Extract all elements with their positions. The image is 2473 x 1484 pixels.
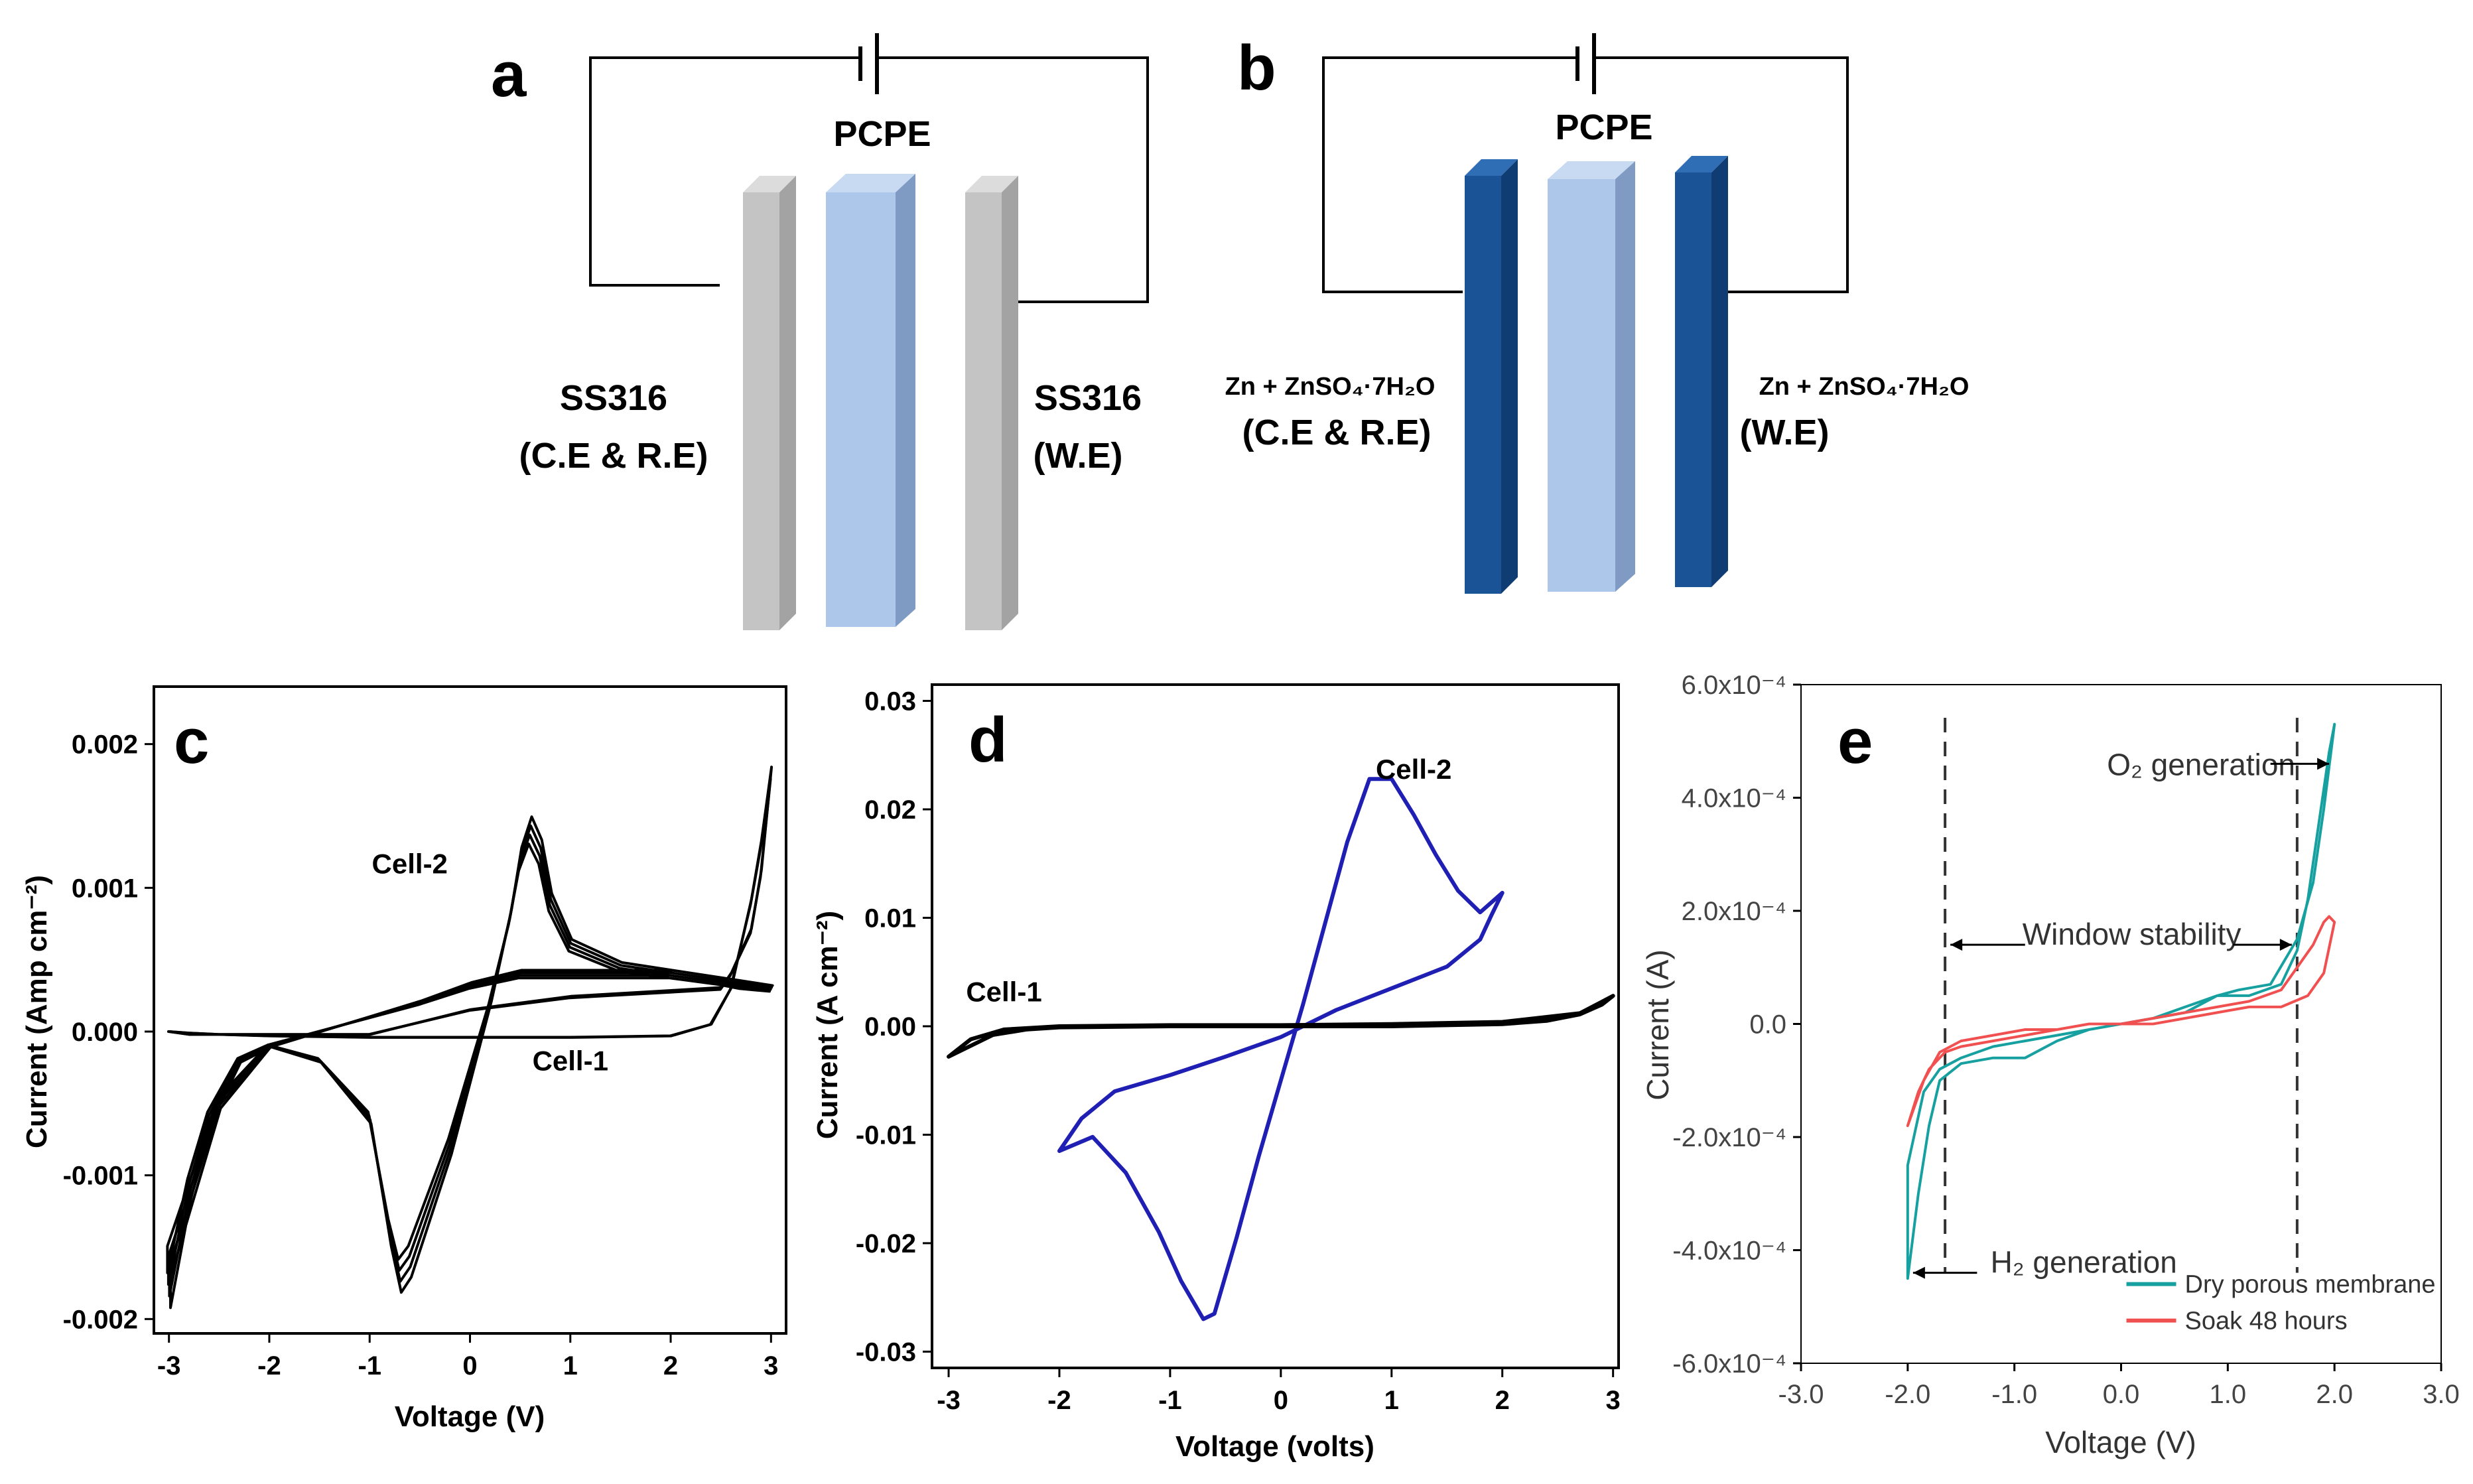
series-line-cell-2: [169, 815, 774, 1310]
y-tick-label: -0.001: [63, 1162, 138, 1191]
x-tick-label: -2: [1047, 1386, 1071, 1415]
x-tick-label: 2: [1495, 1386, 1510, 1415]
panel-a-schematic: a PCPE SS316 (C.E & R.E) SS316 (W.E): [491, 33, 1149, 630]
legend-entry: Dry porous membrane: [2185, 1271, 2436, 1299]
annotation-label: Cell-2: [1376, 754, 1451, 785]
annotation-label: O₂ generation: [2107, 747, 2295, 781]
y-tick-label: 0.01: [864, 904, 916, 933]
window-left-arrow-head: [1950, 939, 1963, 951]
panel-a-right-electrode: [965, 176, 1018, 630]
panel-a-wire-left: [589, 56, 859, 287]
panel-b-left-electrode: [1465, 159, 1518, 594]
annotation-label: Cell-1: [533, 1046, 608, 1077]
y-tick-label: 0.002: [72, 730, 138, 760]
chart-c: -3 -2 -1 0 1 2 3 -0.002 -0.001 0.000 0.001 0.002 Vol…: [21, 685, 787, 1433]
x-tick-label: -3: [937, 1386, 961, 1415]
chart-e: -3.0 -2.0 -1.0 0.0 1.0 2.0 3.0 -6.0x10⁻⁴ -4.0x10…: [1640, 671, 2460, 1459]
chart-d: -3 -2 -1 0 1 2 3 -0.03 -0.02 -0.01 0.00 0.01 0.02 0.0…: [811, 683, 1621, 1463]
series-line-cell-1: [168, 766, 773, 1039]
series-line-cell-1: [947, 994, 1615, 1059]
y-tick-label: 0.000: [72, 1018, 138, 1047]
panel-b-letter: b: [1237, 33, 1276, 103]
panel-b-right-electrode: [1675, 156, 1728, 587]
y-axis-label: Current (A cm⁻²): [811, 911, 844, 1139]
annotation-label: Cell-2: [372, 848, 448, 880]
series-line-dry-porous-membrane: [1906, 722, 2336, 1280]
y-tick-label: -2.0x10⁻⁴: [1672, 1123, 1786, 1152]
panel-letter: e: [1838, 706, 1873, 777]
panel-b-left-label-2: (C.E & R.E): [1242, 413, 1431, 452]
x-tick-label: 1: [563, 1351, 578, 1381]
x-tick-label: 2.0: [2316, 1380, 2353, 1409]
panel-letter: c: [174, 706, 209, 777]
y-tick-label: 2.0x10⁻⁴: [1682, 897, 1786, 926]
panel-a-left-label-2: (C.E & R.E): [519, 436, 708, 476]
panel-b-right-label-1: Zn + ZnSO₄·7H₂O: [1759, 373, 1970, 401]
x-tick-label: -2.0: [1885, 1380, 1930, 1409]
series-line-cell-1: [167, 777, 772, 1039]
panel-letter: d: [969, 705, 1008, 776]
y-axis-label: Current (Amp cm⁻²): [21, 875, 53, 1148]
x-axis-label: Voltage (V): [395, 1400, 545, 1433]
y-tick-label: -0.03: [856, 1337, 916, 1367]
y-tick-label: 0.001: [72, 874, 138, 903]
y-tick-label: 4.0x10⁻⁴: [1682, 784, 1786, 813]
y-tick-label: -0.01: [856, 1120, 916, 1150]
y-tick-label: 0.03: [864, 687, 916, 716]
y-tick-label: -4.0x10⁻⁴: [1672, 1237, 1786, 1266]
y-tick-label: 6.0x10⁻⁴: [1682, 671, 1786, 700]
y-tick-label: -6.0x10⁻⁴: [1672, 1349, 1786, 1379]
legend-entry: Soak 48 hours: [2185, 1308, 2348, 1335]
series-line-soak-48-hours: [1906, 915, 2336, 1127]
panel-a-wire-right: [879, 56, 1149, 303]
panel-a-electrolyte: [826, 174, 915, 627]
x-tick-label: -1: [358, 1351, 381, 1381]
x-tick-label: 1: [1384, 1386, 1399, 1415]
window-right-arrow-head: [2279, 939, 2292, 951]
o2-arrow-head: [2317, 758, 2330, 770]
x-axis-label: Voltage (volts): [1175, 1430, 1374, 1463]
panel-b-electrolyte: [1548, 161, 1635, 592]
h2-arrow-head: [1912, 1266, 1925, 1279]
panel-a-right-label-2: (W.E): [1034, 436, 1123, 476]
x-tick-label: 0: [1274, 1386, 1288, 1415]
x-tick-label: 2: [663, 1351, 678, 1381]
panel-a-right-label-1: SS316: [1034, 378, 1142, 418]
x-tick-label: 0.0: [2103, 1380, 2140, 1409]
annotation-label: Cell-1: [966, 976, 1041, 1007]
panel-a-left-electrode: [743, 176, 796, 630]
x-tick-label: 3.0: [2423, 1380, 2460, 1409]
x-axis-label: Voltage (V): [2045, 1425, 2196, 1459]
panel-b-wire-right: [1595, 56, 1849, 293]
y-tick-label: -0.002: [63, 1305, 138, 1334]
panel-b-wire-left: [1322, 56, 1575, 293]
y-tick-label: 0.00: [864, 1012, 916, 1042]
y-axis-label: Current (A): [1640, 949, 1675, 1100]
x-tick-label: 0: [462, 1351, 477, 1381]
y-tick-label: -0.02: [856, 1229, 916, 1258]
series-line-cell-2: [1057, 777, 1504, 1321]
x-tick-label: 3: [764, 1351, 778, 1381]
panel-a-left-label-1: SS316: [560, 378, 667, 418]
x-tick-label: -2: [257, 1351, 281, 1381]
x-tick-label: -3: [157, 1351, 181, 1381]
y-tick-label: 0.02: [864, 795, 916, 825]
x-tick-label: -1: [1158, 1386, 1182, 1415]
y-tick-label: 0.0: [1749, 1010, 1786, 1040]
panel-b-schematic: b PCPE Zn + ZnSO₄·7H₂O (C.E & R.E) Zn + …: [1225, 33, 1970, 594]
annotation-label: H₂ generation: [1991, 1245, 2177, 1280]
x-tick-label: -1.0: [1991, 1380, 2037, 1409]
panel-b-electrolyte-label: PCPE: [1555, 107, 1652, 147]
x-tick-label: -3.0: [1778, 1380, 1824, 1409]
x-tick-label: 1.0: [2210, 1380, 2247, 1409]
annotation-label: Window stability: [2023, 917, 2241, 951]
x-tick-label: 3: [1606, 1386, 1621, 1415]
panel-b-right-label-2: (W.E): [1740, 413, 1830, 452]
panel-b-left-label-1: Zn + ZnSO₄·7H₂O: [1225, 373, 1436, 401]
panel-a-electrolyte-label: PCPE: [833, 114, 931, 154]
panel-a-letter: a: [491, 39, 527, 110]
